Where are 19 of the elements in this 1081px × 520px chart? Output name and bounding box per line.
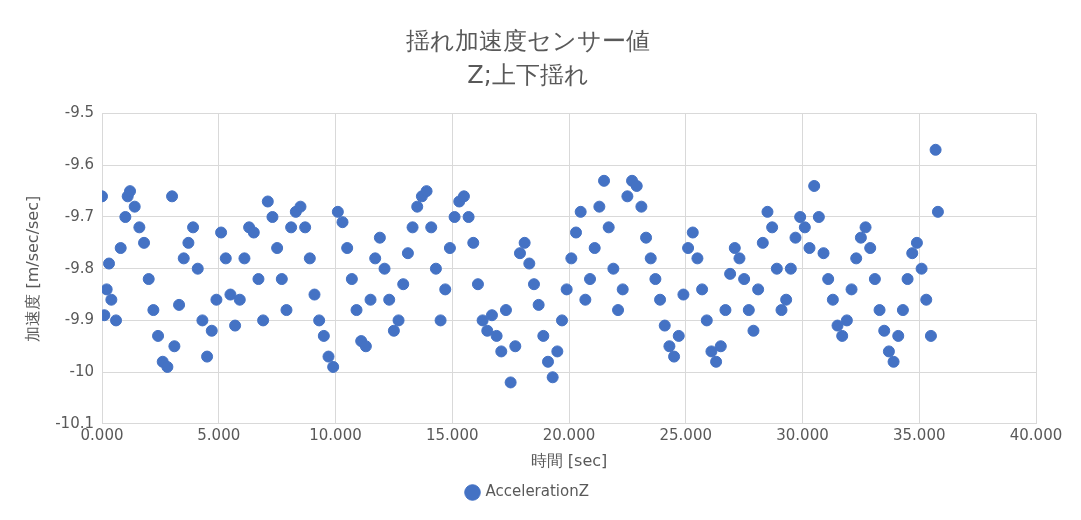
x-tick-label: 35.000 (893, 425, 946, 444)
x-tick-label: 5.000 (197, 425, 241, 444)
y-tick-label: -9.7 (64, 206, 95, 225)
y-tick-label: -9.5 (64, 103, 95, 122)
y-tick-label: -10 (69, 361, 95, 380)
x-tick-label: 10.000 (309, 425, 362, 444)
chart-subtitle: Z;上下揺れ (467, 61, 589, 90)
y-tick-label: -9.6 (64, 155, 95, 174)
legend-label: AccelerationZ (485, 482, 589, 501)
chart-title: 揺れ加速度センサー値 (406, 26, 650, 55)
x-tick-label: 40.000 (1009, 425, 1063, 444)
x-tick-label: 20.000 (542, 425, 596, 444)
y-axis-title: 加速度 [m/sec/sec] (22, 195, 42, 342)
y-tick-label: -9.9 (64, 310, 95, 329)
x-tick-label: 15.000 (426, 425, 479, 444)
y-tick-label: -9.8 (64, 258, 95, 277)
x-axis-title: 時間 [sec] (530, 450, 608, 470)
x-tick-label: 30.000 (776, 425, 829, 444)
x-tick-label: 25.000 (659, 425, 712, 444)
